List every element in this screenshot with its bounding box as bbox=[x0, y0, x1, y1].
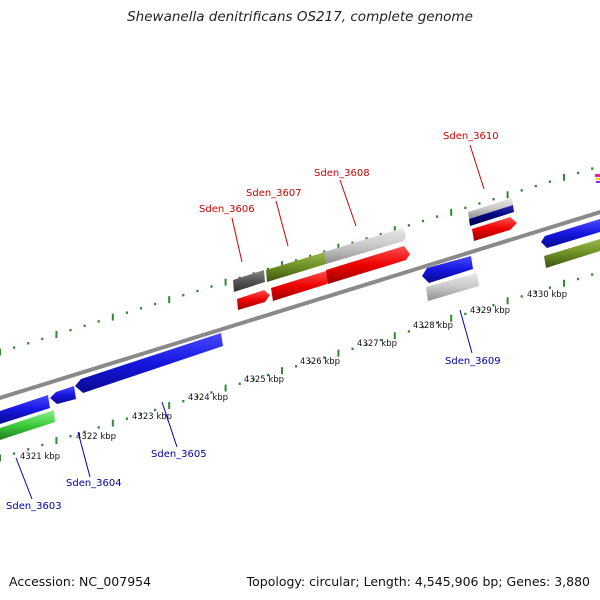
gene-block-sden-3610[interactable] bbox=[468, 198, 513, 219]
gene-block-mark bbox=[596, 181, 600, 183]
gene-blocks bbox=[0, 174, 600, 440]
gene-block-sden-3609[interactable] bbox=[426, 273, 479, 301]
gene-block-blue[interactable] bbox=[50, 386, 76, 404]
gene-block-red[interactable] bbox=[472, 217, 517, 241]
scale-ticks-bottom bbox=[0, 273, 594, 462]
gene-label-sden-3605[interactable]: Sden_3605 bbox=[151, 449, 207, 460]
label-leaders bbox=[15, 144, 485, 500]
gene-block-mark bbox=[596, 178, 600, 180]
gene-block-sden-3608[interactable] bbox=[324, 228, 406, 264]
tick-label: 4329 kbp bbox=[470, 306, 510, 316]
tick-label: 4321 kbp bbox=[20, 452, 60, 462]
gene-label-sden-3610[interactable]: Sden_3610 bbox=[443, 131, 499, 142]
genome-stats-text: Topology: circular; Length: 4,545,906 bp… bbox=[246, 574, 590, 589]
gene-block-mark bbox=[595, 174, 600, 177]
gene-block-sden-3603[interactable] bbox=[0, 410, 55, 440]
accession-text: Accession: NC_007954 bbox=[9, 574, 152, 589]
genome-title: Shewanella denitrificans OS217, complete… bbox=[127, 9, 473, 25]
gene-block-blue[interactable] bbox=[422, 256, 473, 283]
gene-label-sden-3604[interactable]: Sden_3604 bbox=[66, 478, 122, 489]
tick-label: 4327 kbp bbox=[357, 339, 397, 349]
tick-label: 4328 kbp bbox=[413, 321, 453, 331]
gene-block-red[interactable] bbox=[237, 290, 270, 310]
tick-label: 4322 kbp bbox=[76, 432, 116, 442]
tick-label: 4325 kbp bbox=[244, 375, 284, 385]
tick-label: 4324 kbp bbox=[188, 393, 228, 403]
gene-label-sden-3603[interactable]: Sden_3603 bbox=[6, 501, 62, 512]
gene-labels: Sden_3606 Sden_3607 Sden_3608 Sden_3610 … bbox=[6, 131, 501, 512]
gene-block-sden-3603[interactable] bbox=[0, 395, 50, 424]
genome-backbone bbox=[0, 210, 600, 400]
gene-block-blue[interactable] bbox=[541, 219, 600, 248]
gene-block-navy[interactable] bbox=[469, 205, 514, 226]
scale-labels: 4321 kbp 4322 kbp 4323 kbp 4324 kbp 4325… bbox=[20, 290, 567, 462]
tick-label: 4323 kbp bbox=[132, 412, 172, 422]
tick-label: 4326 kbp bbox=[300, 357, 340, 367]
gene-block-red[interactable] bbox=[326, 246, 410, 284]
gene-block-sden-3606[interactable] bbox=[233, 270, 265, 292]
gene-label-sden-3609[interactable]: Sden_3609 bbox=[445, 356, 501, 367]
gene-block-sden-3605[interactable] bbox=[75, 333, 223, 393]
gene-label-sden-3606[interactable]: Sden_3606 bbox=[199, 204, 255, 215]
gene-block-olive[interactable] bbox=[544, 239, 600, 268]
scale-ticks-top bbox=[0, 167, 594, 356]
gene-label-sden-3607[interactable]: Sden_3607 bbox=[246, 188, 302, 199]
gene-block-sden-3607[interactable] bbox=[266, 252, 326, 282]
gene-block-red[interactable] bbox=[271, 271, 330, 301]
gene-label-sden-3608[interactable]: Sden_3608 bbox=[314, 168, 370, 179]
tick-label: 4330 kbp bbox=[527, 290, 567, 300]
